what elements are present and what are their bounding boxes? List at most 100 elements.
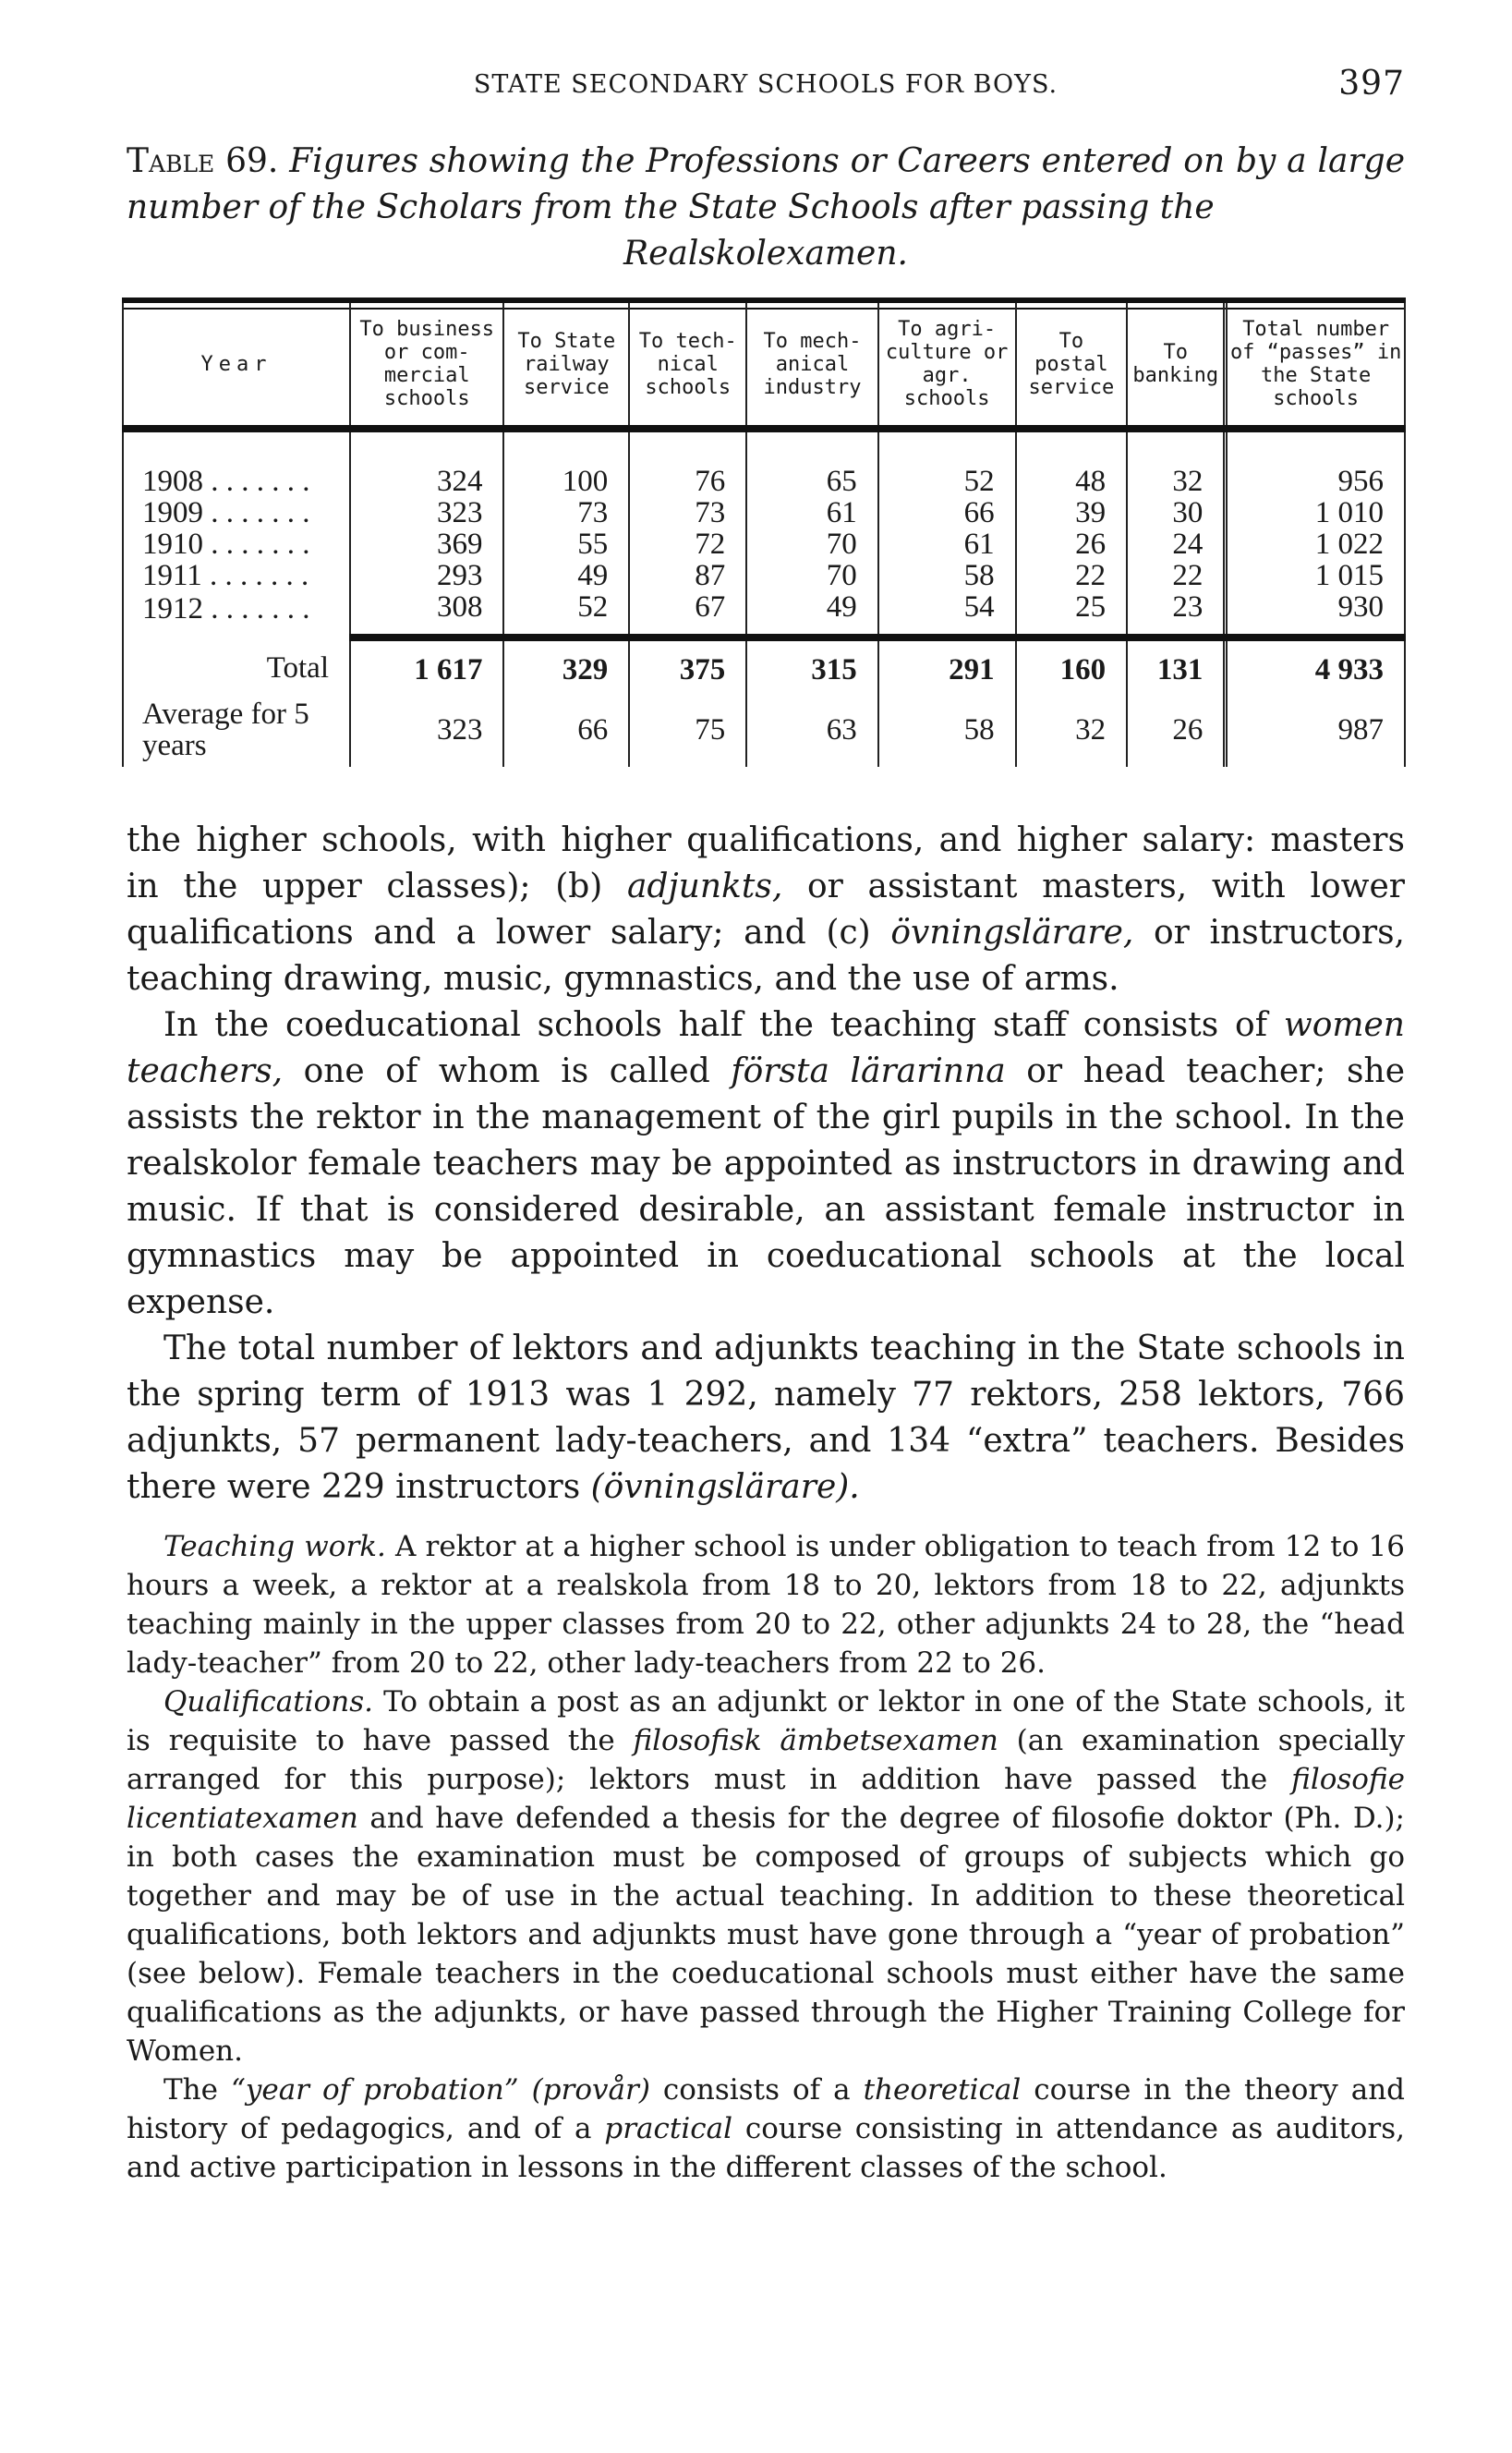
- table-cell: 65: [745, 429, 878, 497]
- table-cell: 160: [1014, 638, 1128, 698]
- text-run: the higher schools, with higher qualific…: [127, 821, 1405, 905]
- table-row: 1909 . . . . . . . 323 73 73 61 66 39 30 1 010: [122, 497, 1407, 528]
- table-cell: 315: [745, 638, 878, 698]
- table-cell: 956: [1223, 429, 1407, 497]
- column-header: To banking: [1126, 303, 1226, 429]
- table-cell: 324: [348, 429, 504, 497]
- table-cell: 66: [502, 698, 630, 767]
- table-cell: 52: [877, 429, 1016, 497]
- column-header: To agri­culture or agr. schools: [877, 303, 1016, 429]
- table-cell: 308: [348, 591, 504, 641]
- table-label: Table 69.: [127, 142, 279, 180]
- small-print-text: Teaching work. A rektor at a higher scho…: [127, 1527, 1405, 2187]
- table-cell: 70: [745, 560, 878, 591]
- paragraph: The total number of lektors and adjunkts…: [127, 1326, 1405, 1511]
- table-cell: 66: [877, 497, 1016, 528]
- paragraph: Qualifications. To obtain a post as an a…: [127, 1682, 1405, 2070]
- table-cell: 375: [628, 638, 747, 698]
- column-header: To postal service: [1014, 303, 1128, 429]
- table-caption: Table 69. Figures showing the Profession…: [127, 139, 1405, 277]
- table-cell: 987: [1223, 698, 1407, 767]
- table-cell: 1 015: [1223, 560, 1407, 591]
- text-run: course consisting in attendance as audit…: [127, 2112, 1406, 2184]
- italic-text: theoretical: [863, 2073, 1022, 2107]
- italic-text: första lärarinna: [731, 1052, 1006, 1090]
- table-cell: 32: [1126, 429, 1226, 497]
- table-row: 1908 . . . . . . . 324 100 76 65 52 48 32 956: [122, 429, 1407, 497]
- text-run: or assistant masters, with lower qualifi…: [127, 868, 1405, 952]
- text-run: In the coeducational schools half the te…: [163, 1006, 1284, 1044]
- column-header: To business or com­mercial schools: [348, 303, 504, 429]
- text-run: course in the theory and history of peda…: [127, 2073, 1406, 2145]
- table-top-rule: [122, 298, 1406, 303]
- text-run: one of whom is called: [283, 1052, 732, 1090]
- table-cell: 58: [877, 560, 1016, 591]
- column-header: Total number of “passes” in the State sc…: [1223, 303, 1407, 429]
- italic-text: filosofie licentiatexamen: [127, 1763, 1405, 1835]
- table-cell: 49: [745, 591, 878, 641]
- italic-text: Teaching work.: [163, 1530, 386, 1563]
- page-number: 397: [1338, 65, 1405, 103]
- italic-text: Qualifications.: [163, 1685, 373, 1718]
- table-cell: 930: [1223, 591, 1407, 641]
- text-run: and have defended a thesis for the degre…: [127, 1802, 1405, 2068]
- table-cell: 67: [628, 591, 747, 641]
- body-text: the higher schools, with higher qualific…: [127, 818, 1405, 1511]
- paragraph: The “year of probation” (provår) consist…: [127, 2070, 1405, 2187]
- row-label: 1909 . . . . . . .: [122, 497, 350, 528]
- table-cell: 1 617: [348, 638, 504, 698]
- text-run: or head teacher; she assists the rektor …: [127, 1052, 1406, 1321]
- text-run: The: [163, 2073, 231, 2107]
- table-cell: 1 022: [1223, 528, 1407, 560]
- table-cell: 61: [877, 528, 1016, 560]
- table-cell: 75: [628, 698, 747, 767]
- table-cell: 73: [502, 497, 630, 528]
- table-cell: 293: [348, 560, 504, 591]
- text-run: consists of a: [649, 2073, 864, 2107]
- table-cell: 26: [1014, 528, 1128, 560]
- table-cell: 63: [745, 698, 878, 767]
- table-cell: 25: [1014, 591, 1128, 641]
- italic-text: övningslärare,: [890, 914, 1134, 952]
- paragraph: In the coeducational schools half the te…: [127, 1002, 1405, 1326]
- row-label: 1908 . . . . . . .: [122, 429, 350, 497]
- table-cell: 291: [877, 638, 1016, 698]
- careers-table: Year To business or com­mercial schools To…: [122, 303, 1407, 767]
- table-cell: 4 933: [1223, 638, 1407, 698]
- text-run: or instructors, teaching drawing, music,…: [127, 914, 1405, 998]
- running-title: STATE SECONDARY SCHOOLS FOR BOYS.: [473, 70, 1058, 99]
- table-cell: 23: [1126, 591, 1226, 641]
- italic-text: adjunkts,: [627, 868, 783, 905]
- table-cell: 1 010: [1223, 497, 1407, 528]
- column-header-year: Year: [122, 303, 350, 429]
- column-header: To State railway service: [502, 303, 630, 429]
- row-label: Average for 5 years: [122, 698, 350, 767]
- text-run: A rektor at a higher school is under obl…: [127, 1530, 1405, 1680]
- italic-text: practical: [604, 2112, 732, 2145]
- table-cell: 100: [502, 429, 630, 497]
- table-row: 1911 . . . . . . . 293 49 87 70 58 22 22 1 015: [122, 560, 1407, 591]
- total-row: Total 1 617 329 375 315 291 160 131 4 933: [122, 638, 1407, 698]
- column-header: To tech­nical schools: [628, 303, 747, 429]
- table-cell: 48: [1014, 429, 1128, 497]
- table-cell: 72: [628, 528, 747, 560]
- text-run: (an examination specially arranged for t…: [127, 1724, 1405, 1796]
- table-cell: 131: [1126, 638, 1226, 698]
- row-label: 1911 . . . . . . .: [122, 560, 350, 591]
- average-row: Average for 5 years 323 66 75 63 58 32 26 987: [122, 698, 1407, 767]
- table-cell: 87: [628, 560, 747, 591]
- text-run: The total number of lektors and adjunkts…: [127, 1330, 1405, 1506]
- italic-text: (övningslärare).: [590, 1468, 860, 1506]
- table-cell: 30: [1126, 497, 1226, 528]
- table-cell: 323: [348, 698, 504, 767]
- italic-text: filosofisk ämbetsexamen: [633, 1724, 998, 1757]
- table-cell: 54: [877, 591, 1016, 641]
- row-label: Total: [122, 638, 350, 698]
- paragraph: Teaching work. A rektor at a higher scho…: [127, 1527, 1405, 1682]
- text-run: To obtain a post as an adjunkt or lektor…: [127, 1685, 1405, 1757]
- table-header-row: Year To business or com­mercial schools To…: [122, 303, 1407, 429]
- table-cell: 61: [745, 497, 878, 528]
- table-cell: 22: [1014, 560, 1128, 591]
- table-cell: 70: [745, 528, 878, 560]
- table-row: 1910 . . . . . . . 369 55 72 70 61 26 24 1 022: [122, 528, 1407, 560]
